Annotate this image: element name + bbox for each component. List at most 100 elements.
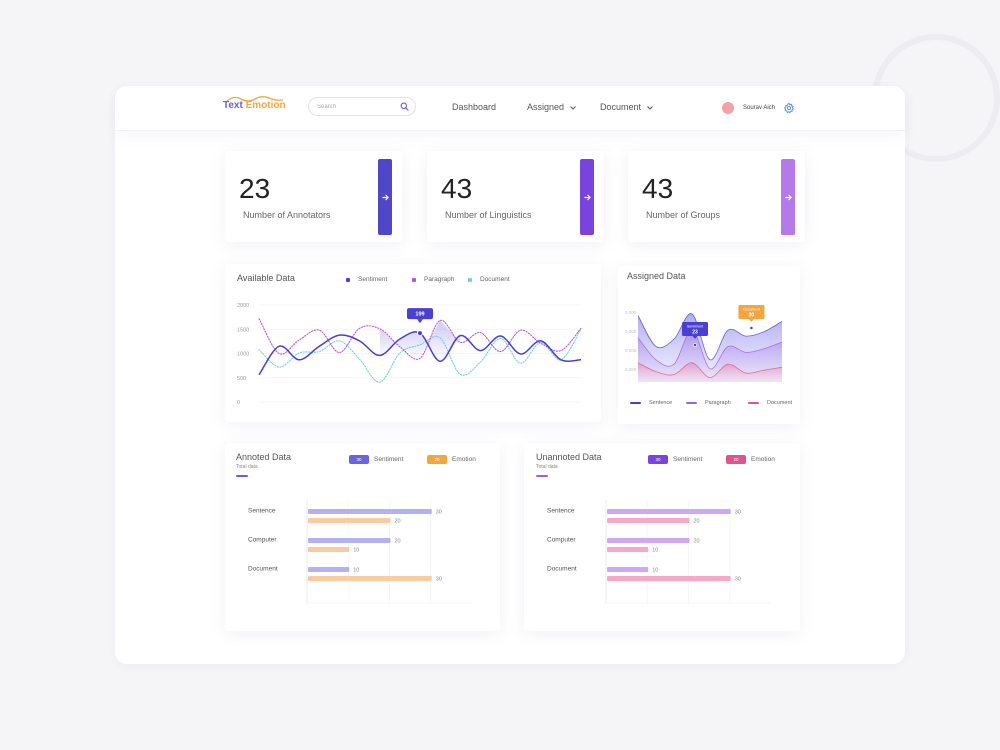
tooltip-box: [407, 308, 433, 320]
bar-value-label: 20: [694, 539, 700, 545]
bar-value-label: 20: [395, 519, 401, 525]
gear-icon[interactable]: [783, 102, 795, 114]
annoted-data-title: Annoted Data: [236, 452, 292, 462]
legend-label: Sentiment: [673, 456, 703, 463]
bar-sentiment: [308, 567, 350, 572]
bar-emotion: [607, 518, 690, 523]
data-point-marker: [693, 343, 697, 347]
series-area-sentence-line: [637, 313, 783, 361]
y-tick-label: 500: [237, 376, 246, 382]
legend-swatch: [686, 402, 697, 404]
stat-label: Number of Linguistics: [445, 210, 532, 220]
tooltip-pointer: [417, 319, 423, 324]
bar-value-label: 30: [436, 510, 442, 516]
legend-chip: 30: [349, 455, 369, 464]
y-tick-label: 0,000: [625, 348, 637, 353]
user-name[interactable]: Sourav Aich: [743, 105, 776, 111]
bar-sentiment: [607, 509, 731, 514]
legend-sentence[interactable]: Sentence: [630, 400, 672, 406]
available-data-title: Available Data: [237, 273, 295, 283]
tooltip-label: Sentiment: [687, 325, 703, 329]
bar-value-label: 20: [694, 519, 700, 525]
bar-value-label: 10: [353, 568, 359, 574]
legend-label: Document: [767, 400, 793, 406]
logo-text-accent: Emotion: [245, 100, 286, 111]
linguistics-arrow-button[interactable]: [580, 159, 594, 235]
unannoted-data-subtitle: Total data: [536, 464, 558, 470]
search-box: [308, 97, 416, 116]
avatar[interactable]: [722, 102, 734, 114]
legend-swatch: [346, 277, 350, 282]
legend-label: Paragraph: [424, 276, 455, 283]
legend-label: Emotion: [452, 456, 476, 463]
category-label: Document: [248, 566, 278, 573]
available-data-card: Available Data Sentiment Paragraph Docum…: [225, 264, 601, 422]
stat-label: Number of Groups: [646, 210, 721, 220]
annoted-data-card: Annoted Data Total data 30 Sentiment 20 Em…: [225, 443, 500, 631]
stat-card-groups: 43 Number of Groups: [628, 151, 805, 242]
title-underline: [536, 475, 548, 477]
category-label: Sentence: [248, 508, 276, 515]
legend-paragraph[interactable]: Paragraph: [686, 400, 731, 406]
bar-emotion: [308, 547, 350, 552]
tooltip-value: 23: [692, 330, 698, 336]
stat-value: 43: [642, 173, 674, 204]
bar-value-label: 10: [652, 548, 658, 554]
nav-document[interactable]: Document: [600, 102, 653, 112]
bar-emotion: [607, 576, 731, 581]
series-area-document-line: [637, 362, 783, 379]
series-line-document: [258, 328, 582, 383]
annoted-data-subtitle: Total data: [236, 464, 258, 470]
nav-assigned-label: Assigned: [527, 102, 565, 112]
arrow-right-icon: [583, 194, 591, 200]
legend-label: Paragraph: [705, 400, 731, 406]
annotators-arrow-button[interactable]: [378, 159, 392, 235]
legend-label: Sentiment: [374, 456, 404, 463]
legend-swatch: [412, 277, 416, 282]
dashboard-panel: Text Emotion Dashboard Assigned Document…: [115, 86, 905, 664]
legend-sentiment[interactable]: Sentiment: [346, 276, 387, 283]
legend-swatch: [468, 277, 472, 282]
category-label: Computer: [547, 537, 576, 544]
y-tick-label: 0,000: [625, 329, 637, 334]
nav-assigned[interactable]: Assigned: [527, 102, 576, 112]
legend-chip: 20: [427, 455, 447, 464]
search-icon[interactable]: [400, 102, 409, 111]
annoted-data-chart: Sentence 30 20 Computer 20 10 Document 10 30: [248, 500, 472, 604]
legend-swatch: [630, 402, 641, 404]
series-line-paragraph: [258, 318, 582, 360]
bar-emotion: [308, 576, 432, 581]
groups-arrow-button[interactable]: [781, 159, 795, 235]
legend-sentiment[interactable]: 30 Sentiment: [349, 455, 403, 464]
search-input[interactable]: [317, 100, 395, 113]
bar-value-label: 30: [735, 577, 741, 583]
stat-value: 43: [441, 173, 473, 204]
nav-dashboard[interactable]: Dashboard: [452, 102, 496, 112]
y-tick-label: 0,000: [625, 310, 637, 315]
unannoted-data-title: Unannoted Data: [536, 452, 602, 462]
legend-document[interactable]: Document: [748, 400, 792, 406]
legend-label: Sentence: [649, 400, 673, 406]
series-area-document: [638, 362, 782, 382]
unannoted-data-chart: Sentence 30 20 Computer 20 10 Document 10 30: [547, 500, 771, 604]
legend-paragraph[interactable]: Paragraph: [412, 276, 454, 283]
nav-dashboard-label: Dashboard: [452, 102, 497, 112]
data-point-marker: [417, 330, 423, 337]
app-logo[interactable]: Text Emotion: [223, 100, 286, 111]
legend-label: Sentiment: [358, 276, 388, 283]
legend-emotion[interactable]: 20 Emotion: [726, 455, 775, 464]
category-label: Document: [547, 566, 577, 573]
legend-emotion[interactable]: 20 Emotion: [427, 455, 476, 464]
category-label: Sentence: [547, 508, 575, 515]
legend-sentiment[interactable]: 30 Sentiment: [648, 455, 702, 464]
y-tick-label: 0: [237, 400, 240, 406]
logo-wave-icon: [227, 96, 283, 102]
y-tick-label: 2000: [237, 303, 249, 309]
tooltip-box: [738, 305, 765, 319]
legend-chip: 20: [726, 455, 746, 464]
legend-document[interactable]: Document: [468, 276, 510, 283]
y-tick-label: 0,000: [625, 367, 637, 372]
unannoted-data-card: Unannoted Data Total data 30 Sentiment 20…: [524, 443, 800, 631]
tooltip-value: 199: [415, 312, 424, 318]
